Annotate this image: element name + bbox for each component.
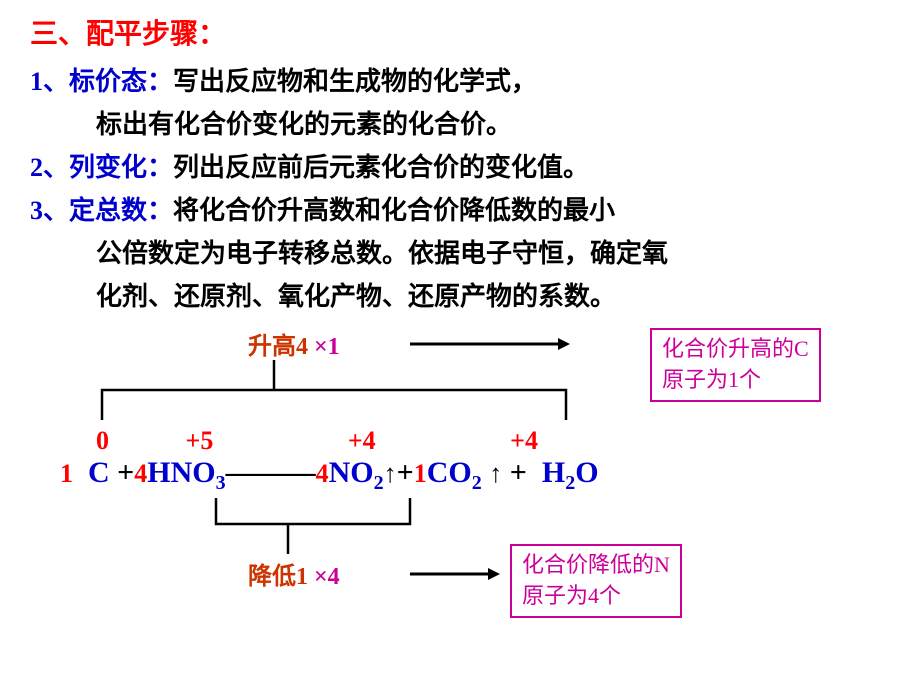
coef-co2: 1 [414,459,427,488]
step-text: 写出反应物和生成物的化学式， [173,67,537,96]
equation-diagram: 升高4 ×1 化合价升高的C 原子为1个 0 +5 +4 +4 1 C +4HN… [30,320,890,620]
increase-label: 升高4 ×1 [248,326,340,361]
step-2: 2、列变化：列出反应前后元素化合价的变化值。 [30,148,890,187]
note-line: 原子为4个 [522,581,670,612]
note-line: 化合价降低的N [522,550,670,581]
step-3: 3、定总数：将化合价升高数和化合价降低数的最小 [30,191,890,230]
step-text: 列出反应前后元素化合价的变化值。 [173,153,589,182]
step-1-cont: 标出有化合价变化的元素的化合价。 [30,105,890,144]
section-title: 三、配平步骤： [30,12,890,52]
step-text: 化剂、还原剂、氧化产物、还原产物的系数。 [96,282,616,311]
note-line: 化合价升高的C [662,334,809,365]
increase-note-box: 化合价升高的C 原子为1个 [650,328,821,402]
step-label: 定总数： [69,196,173,225]
state-c: 0 [96,426,109,455]
step-num: 2、 [30,153,69,182]
step-text: 标出有化合价变化的元素的化合价。 [96,110,512,139]
increase-mult: ×1 [314,334,340,360]
decrease-text: 降低1 [248,564,308,590]
bracket-up-icon [94,360,574,424]
step-3-cont2: 化剂、还原剂、氧化产物、还原产物的系数。 [30,277,890,316]
decrease-mult: ×4 [314,564,340,590]
step-num: 1、 [30,67,69,96]
step-label: 标价态： [69,67,173,96]
increase-text: 升高4 [248,334,308,360]
coef-c: 1 [60,459,73,488]
coef-hno3: 4 [134,459,147,488]
step-text: 将化合价升高数和化合价降低数的最小 [173,196,615,225]
step-1: 1、标价态：写出反应物和生成物的化学式， [30,62,890,101]
oxidation-states: 0 +5 +4 +4 [60,426,538,456]
coef-no2: 4 [316,459,329,488]
note-line: 原子为1个 [662,365,809,396]
decrease-note-box: 化合价降低的N 原子为4个 [510,544,682,618]
bracket-down-icon [208,498,418,554]
step-text: 公倍数定为电子转移总数。依据电子守恒，确定氧 [96,239,668,268]
arrow-right-icon [410,334,570,354]
step-num: 3、 [30,196,69,225]
state-n: +5 [186,426,214,455]
arrow-right-icon [410,564,500,584]
state-co2: +4 [510,426,538,455]
step-label: 列变化： [69,153,173,182]
step-3-cont: 公倍数定为电子转移总数。依据电子守恒，确定氧 [30,234,890,273]
state-no2: +4 [348,426,376,455]
decrease-label: 降低1 ×4 [248,556,340,591]
chemical-equation: 1 C +4HNO3———4NO2↑+1CO2 ↑ + H2O [60,456,599,495]
